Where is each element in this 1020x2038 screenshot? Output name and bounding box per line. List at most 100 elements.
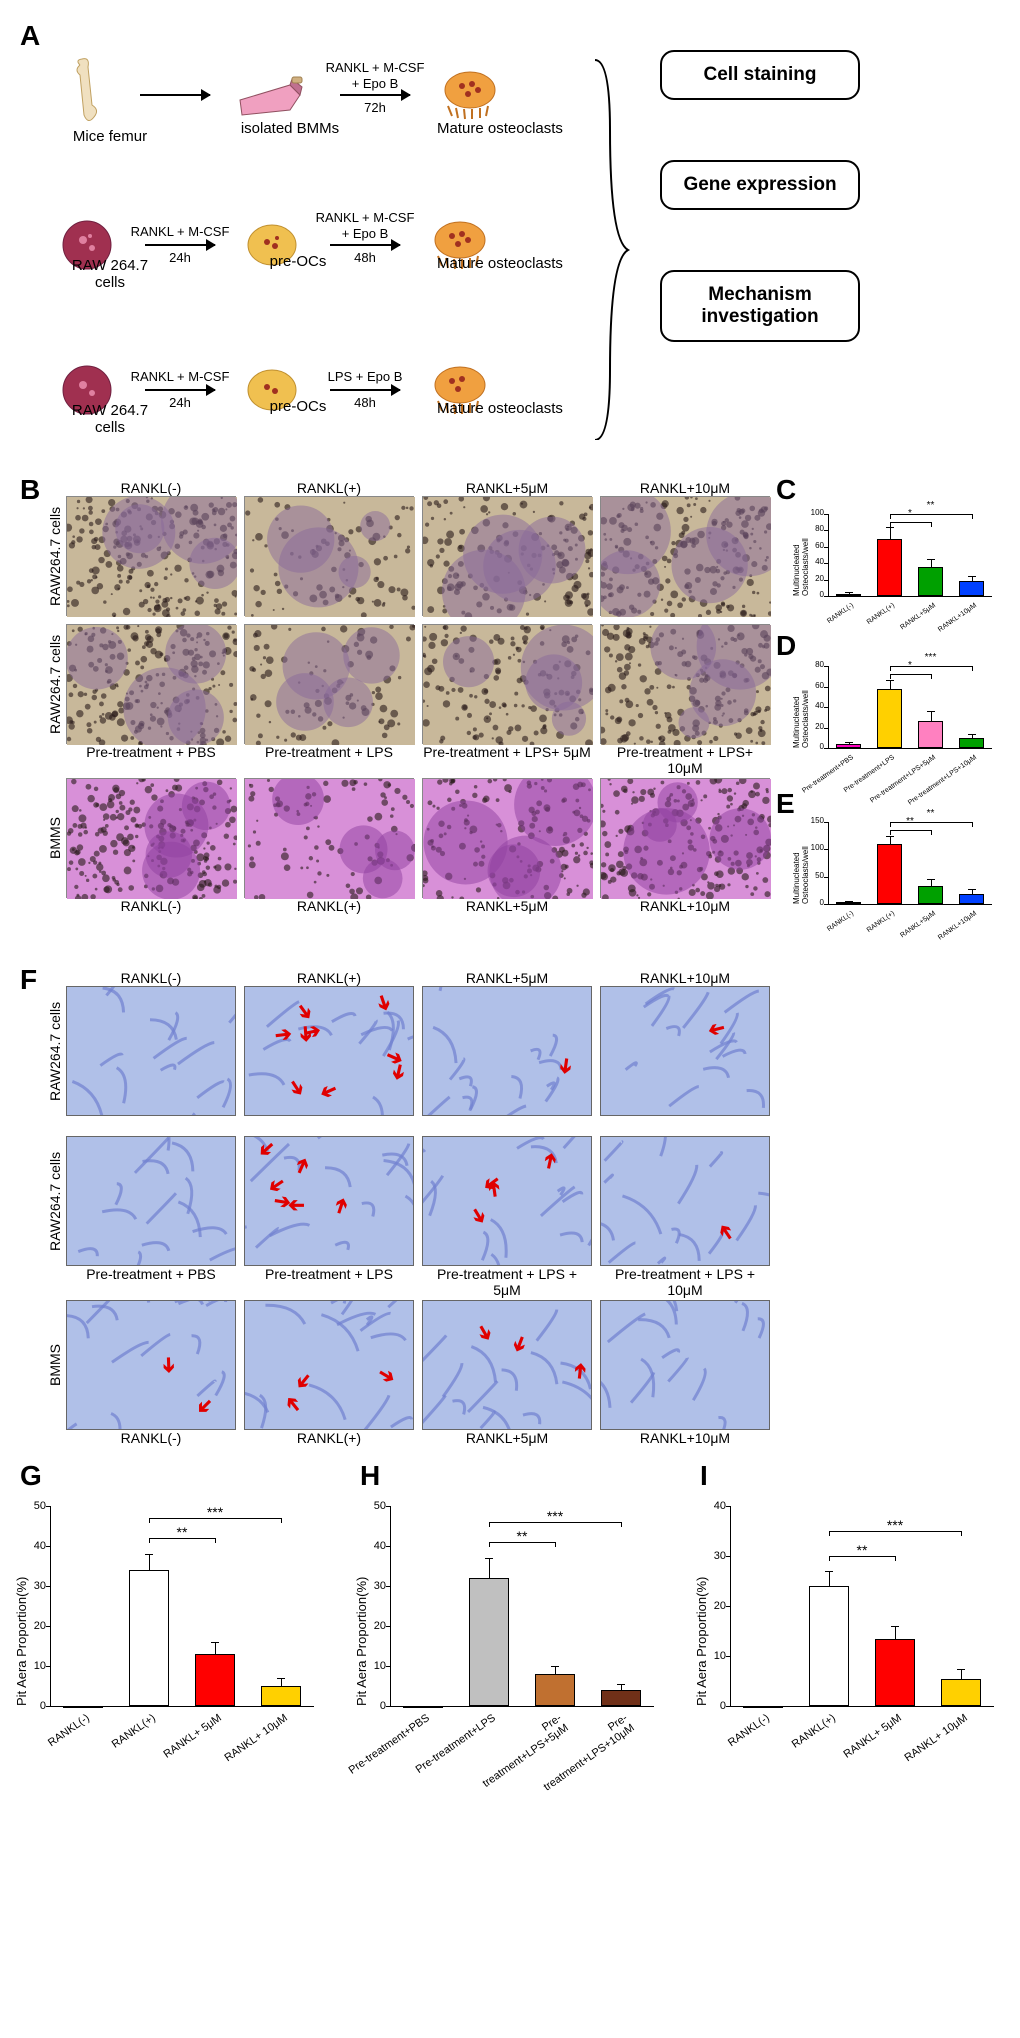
label-row: Pre-treatment + PBSPre-treatment + LPSPr… bbox=[66, 1266, 770, 1298]
bar-chart-d: Multinucleated Osteoclasts/well020406080… bbox=[798, 644, 998, 784]
y-tick-label: 10 bbox=[362, 1660, 386, 1672]
x-tick-label: RANKL(-) bbox=[0, 1712, 92, 1791]
significance-label: *** bbox=[540, 1508, 570, 1524]
y-tick-label: 100 bbox=[800, 508, 824, 517]
column-label: RANKL+10μM bbox=[600, 970, 770, 986]
panel-f: F RANKL(-)RANKL(+)RANKL+5μMRANKL+10μM RA… bbox=[20, 970, 1000, 1446]
highlight-arrow-icon: ➔ bbox=[387, 1055, 402, 1062]
column-label: RANKL+10μM bbox=[600, 898, 770, 914]
chart-bar bbox=[469, 1578, 509, 1706]
significance-label: ** bbox=[167, 1524, 197, 1540]
column-label: Pre-treatment + PBS bbox=[66, 744, 236, 776]
panel-label-f: F bbox=[20, 964, 37, 996]
y-tick-label: 30 bbox=[22, 1580, 46, 1592]
arrow-label: 72h bbox=[305, 100, 445, 115]
column-label: RANKL+5μM bbox=[422, 480, 592, 496]
bone-slice-image: ➔➔ bbox=[66, 1300, 236, 1430]
highlight-arrow-icon: ➔ bbox=[300, 1005, 310, 1019]
column-label: RANKL(+) bbox=[244, 898, 414, 914]
bone-slice-image: ➔➔➔➔ bbox=[422, 1136, 592, 1266]
row-label: RAW264.7 cells bbox=[44, 624, 66, 744]
highlight-arrow-icon: ➔ bbox=[579, 1362, 581, 1379]
y-tick-label: 60 bbox=[800, 681, 824, 690]
panel-a: A Mice femur isolated BMMs RANKL + M-CSF… bbox=[20, 20, 1000, 460]
brace-icon bbox=[580, 40, 640, 440]
highlight-arrow-icon: ➔ bbox=[298, 1374, 309, 1387]
significance-label: ** bbox=[916, 808, 946, 819]
label-row: RANKL(-)RANKL(+)RANKL+5μMRANKL+10μM bbox=[66, 970, 770, 986]
image-row bbox=[66, 496, 770, 616]
outcome-list: Cell staining Gene expression Mechanism … bbox=[660, 50, 860, 342]
y-tick-label: 20 bbox=[702, 1600, 726, 1612]
panel-label-e: E bbox=[776, 788, 795, 820]
highlight-arrow-icon: ➔ bbox=[516, 1336, 522, 1352]
chart-bar bbox=[875, 1639, 915, 1707]
flask-icon bbox=[230, 65, 310, 125]
label-row: RANKL(-)RANKL(+)RANKL+5μMRANKL+10μM bbox=[66, 898, 770, 914]
bar-chart-h: Pit Aera Proportion(%)01020304050Pre-tre… bbox=[360, 1466, 660, 1776]
y-axis-label: Pit Aera Proportion(%) bbox=[14, 1506, 29, 1706]
bone-slice-image: ➔➔➔➔➔➔➔➔➔ bbox=[244, 986, 414, 1116]
image-row: ➔➔➔➔➔➔➔➔ bbox=[66, 1300, 770, 1430]
column-label: RANKL+5μM bbox=[422, 970, 592, 986]
chart-bar bbox=[809, 1586, 849, 1706]
arrow-icon: RANKL + M-CSF 24h bbox=[145, 244, 215, 246]
chart-bar bbox=[877, 844, 902, 904]
y-tick-label: 50 bbox=[362, 1500, 386, 1512]
column-label: Pre-treatment + PBS bbox=[66, 1266, 236, 1298]
y-tick-label: 20 bbox=[800, 722, 824, 731]
bone-slice-image: ➔➔➔ bbox=[422, 1300, 592, 1430]
image-row bbox=[66, 624, 770, 744]
micrograph-image bbox=[244, 496, 414, 616]
chart-bar bbox=[63, 1706, 103, 1708]
arrow-icon: RANKL + M-CSF + Epo B 48h bbox=[330, 244, 400, 246]
panel-label-c: C bbox=[776, 474, 796, 506]
row-label: RAW264.7 cells bbox=[44, 986, 66, 1116]
y-tick-label: 40 bbox=[22, 1540, 46, 1552]
chart-bar bbox=[918, 721, 943, 748]
label-row: RANKL(-)RANKL(+)RANKL+5μMRANKL+10μM bbox=[66, 1430, 770, 1446]
column-label: RANKL+10μM bbox=[600, 480, 770, 496]
chart-bar bbox=[601, 1690, 641, 1706]
column-label: RANKL+10μM bbox=[600, 1430, 770, 1446]
chart-bar bbox=[743, 1706, 783, 1708]
chart-bar bbox=[836, 902, 861, 904]
label-row: RANKL(-)RANKL(+)RANKL+5μMRANKL+10μM bbox=[66, 480, 770, 496]
highlight-arrow-icon: ➔ bbox=[339, 1198, 344, 1214]
y-tick-label: 40 bbox=[362, 1540, 386, 1552]
y-tick-label: 30 bbox=[702, 1550, 726, 1562]
highlight-arrow-icon: ➔ bbox=[270, 1180, 284, 1189]
image-row: ➔➔➔➔➔➔➔➔➔➔➔ bbox=[66, 1136, 770, 1266]
chart-bar bbox=[261, 1686, 301, 1706]
row-label: RAW264.7 cells bbox=[44, 496, 66, 616]
bar-chart-e: Multinucleated Osteoclasts/well050100150… bbox=[798, 800, 998, 940]
highlight-arrow-icon: ➔ bbox=[261, 1144, 273, 1155]
outcome-box: Mechanism investigation bbox=[660, 270, 860, 342]
micrograph-image bbox=[66, 624, 236, 744]
row-label: RAW264.7 cells bbox=[44, 1136, 66, 1266]
micrograph-image bbox=[600, 624, 770, 744]
arrow-label: RANKL + M-CSF bbox=[295, 210, 435, 225]
y-tick-label: 10 bbox=[22, 1660, 46, 1672]
column-label: RANKL(-) bbox=[66, 970, 236, 986]
arrow-label: 48h bbox=[295, 395, 435, 410]
highlight-arrow-icon: ➔ bbox=[169, 1356, 170, 1373]
bone-slice-image: ➔ bbox=[600, 1136, 770, 1266]
y-axis-label: Pit Aera Proportion(%) bbox=[354, 1506, 369, 1706]
outcome-box: Cell staining bbox=[660, 50, 860, 100]
chart-bar bbox=[959, 738, 984, 748]
column-label: Pre-treatment + LPS bbox=[244, 744, 414, 776]
arrow-label: + Epo B bbox=[295, 226, 435, 241]
arrow-label: LPS + Epo B bbox=[295, 369, 435, 384]
chart-bar bbox=[918, 886, 943, 904]
arrow-icon: LPS + Epo B 48h bbox=[330, 389, 400, 391]
chart-bar bbox=[959, 581, 984, 596]
chart-bar bbox=[403, 1706, 443, 1708]
highlight-arrow-icon: ➔ bbox=[548, 1153, 551, 1169]
chart-bar bbox=[941, 1679, 981, 1707]
y-tick-label: 100 bbox=[800, 843, 824, 852]
panel-b-row: B RANKL(-)RANKL(+)RANKL+5μMRANKL+10μM RA… bbox=[20, 480, 1000, 960]
micrograph-image bbox=[600, 496, 770, 616]
highlight-arrow-icon: ➔ bbox=[565, 1057, 567, 1074]
column-label: Pre-treatment + LPS bbox=[244, 1266, 414, 1298]
